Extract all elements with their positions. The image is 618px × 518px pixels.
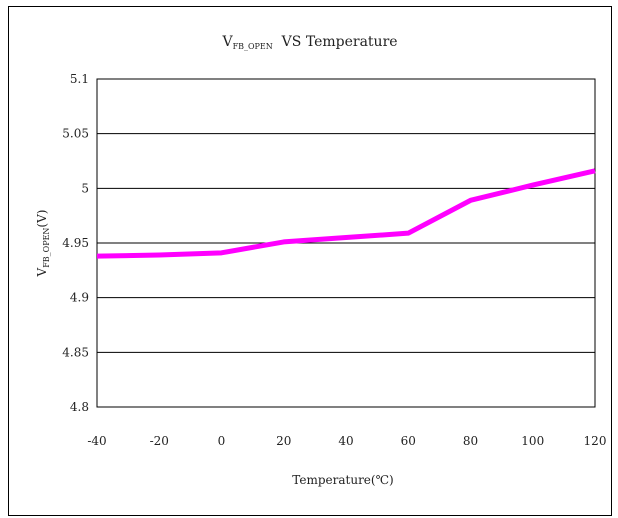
chart-title: VFB_OPEN VS Temperature bbox=[221, 34, 397, 51]
y-tick-label: 5.05 bbox=[62, 127, 89, 141]
y-tick-label: 4.8 bbox=[70, 400, 89, 414]
x-tick-label: 80 bbox=[463, 434, 478, 448]
y-tick-label: 5.1 bbox=[70, 72, 89, 86]
x-tick-label: 20 bbox=[276, 434, 291, 448]
x-tick-label: -20 bbox=[150, 434, 169, 448]
gridlines bbox=[97, 133, 595, 353]
x-tick-label: 60 bbox=[401, 434, 416, 448]
x-tick-label: 100 bbox=[521, 434, 544, 448]
x-axis-label: Temperature(℃) bbox=[292, 473, 393, 487]
y-tick-label: 4.95 bbox=[62, 236, 89, 250]
x-tick-label: 0 bbox=[218, 434, 226, 448]
x-tick-label: 120 bbox=[584, 434, 607, 448]
x-tick-label: 40 bbox=[338, 434, 353, 448]
y-tick-label: 5 bbox=[81, 181, 89, 195]
y-axis-label: VFB_OPEN(V) bbox=[35, 210, 51, 278]
series-line bbox=[96, 168, 596, 259]
x-axis-ticks: -40 -20 0 20 40 60 80 100 120 bbox=[87, 434, 606, 448]
y-tick-label: 4.9 bbox=[70, 291, 89, 305]
chart-frame bbox=[8, 6, 612, 516]
y-tick-label: 4.85 bbox=[62, 345, 89, 359]
y-axis-ticks: 5.1 5.05 5 4.95 4.9 4.85 4.8 bbox=[62, 72, 89, 414]
x-tick-label: -40 bbox=[87, 434, 106, 448]
series-group bbox=[96, 168, 596, 259]
